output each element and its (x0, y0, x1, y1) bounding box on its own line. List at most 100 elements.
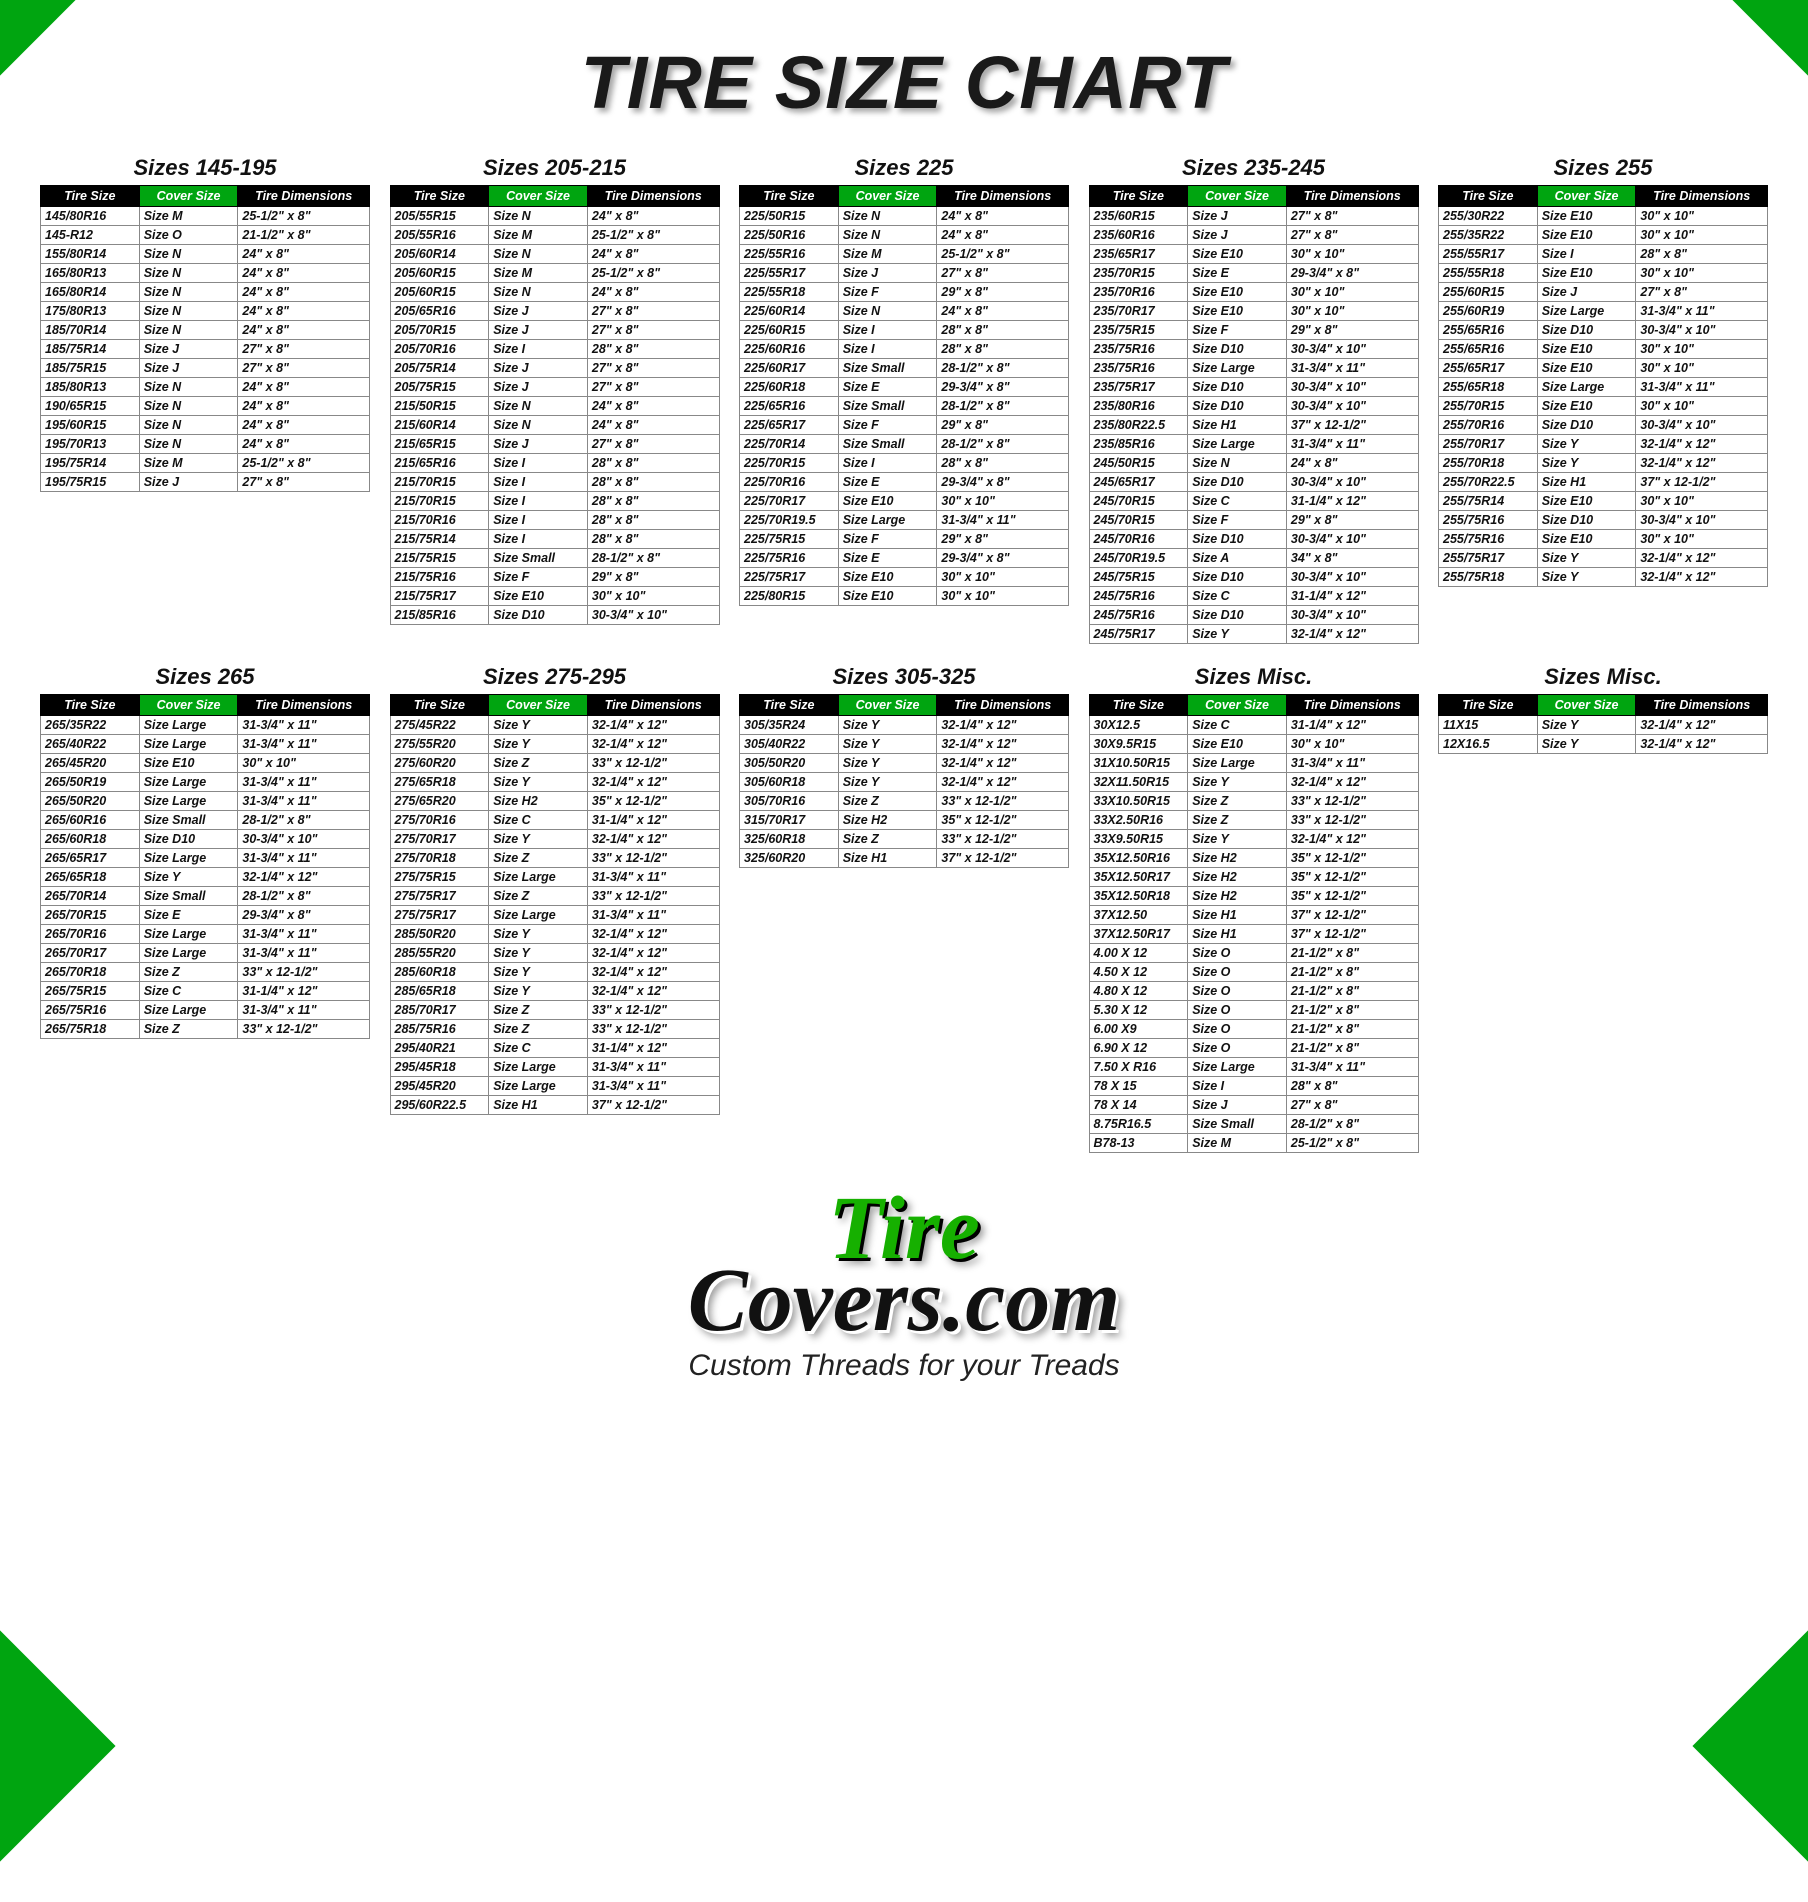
table-cell: 265/40R22 (41, 735, 140, 754)
table-row: 225/55R18Size F29" x 8" (740, 283, 1069, 302)
table-row: 265/75R18Size Z33" x 12-1/2" (41, 1020, 370, 1039)
table-cell: Size Small (1188, 1115, 1287, 1134)
table-cell: Size O (139, 226, 238, 245)
table-cell: 255/60R15 (1439, 283, 1538, 302)
table-cell: 32-1/4" x 12" (937, 773, 1069, 792)
table-cell: 30-3/4" x 10" (1636, 321, 1768, 340)
table-cell: 30-3/4" x 10" (1286, 378, 1418, 397)
block-heading: Sizes 275-295 (390, 664, 720, 690)
table-row: 245/65R17Size D1030-3/4" x 10" (1089, 473, 1418, 492)
table-cell: 30X9.5R15 (1089, 735, 1188, 754)
table-cell: 145-R12 (41, 226, 140, 245)
table-cell: 35" x 12-1/2" (587, 792, 719, 811)
table-row: 255/35R22Size E1030" x 10" (1439, 226, 1768, 245)
table-row: 255/65R16Size E1030" x 10" (1439, 340, 1768, 359)
table-row: 11X15Size Y32-1/4" x 12" (1439, 716, 1768, 735)
table-cell: Size E10 (1188, 283, 1287, 302)
table-cell: 30" x 10" (1636, 492, 1768, 511)
table-cell: 30" x 10" (1286, 302, 1418, 321)
table-cell: 37" x 12-1/2" (587, 1096, 719, 1115)
table-row: 225/60R14Size N24" x 8" (740, 302, 1069, 321)
table-row: 245/50R15Size N24" x 8" (1089, 454, 1418, 473)
table-cell: 27" x 8" (1636, 283, 1768, 302)
table-cell: 31-3/4" x 11" (1286, 1058, 1418, 1077)
table-cell: 35" x 12-1/2" (1286, 887, 1418, 906)
table-cell: 6.00 X9 (1089, 1020, 1188, 1039)
table-cell: 31-1/4" x 12" (1286, 716, 1418, 735)
table-row: 255/75R17Size Y32-1/4" x 12" (1439, 549, 1768, 568)
table-cell: 27" x 8" (238, 359, 370, 378)
table-cell: 255/70R16 (1439, 416, 1538, 435)
table-cell: Size D10 (1537, 321, 1636, 340)
table-row: 185/70R14Size N24" x 8" (41, 321, 370, 340)
table-row: 235/60R16Size J27" x 8" (1089, 226, 1418, 245)
table-cell: 255/65R18 (1439, 378, 1538, 397)
table-row: 255/75R16Size D1030-3/4" x 10" (1439, 511, 1768, 530)
table-cell: Size Large (489, 868, 588, 887)
size-table: Tire SizeCover SizeTire Dimensions255/30… (1438, 185, 1768, 587)
table-cell: Size N (139, 416, 238, 435)
table-cell: 32-1/4" x 12" (1636, 454, 1768, 473)
table-cell: 27" x 8" (587, 302, 719, 321)
table-cell: 37X12.50R17 (1089, 925, 1188, 944)
table-cell: 265/70R15 (41, 906, 140, 925)
table-cell: Size E (139, 906, 238, 925)
table-row: 205/55R15Size N24" x 8" (390, 207, 719, 226)
block-heading: Sizes 255 (1438, 155, 1768, 181)
table-cell: B78-13 (1089, 1134, 1188, 1153)
table-cell: 215/70R15 (390, 473, 489, 492)
table-cell: 255/55R18 (1439, 264, 1538, 283)
table-cell: Size N (838, 207, 937, 226)
table-cell: 30-3/4" x 10" (1636, 511, 1768, 530)
table-row: 265/50R20Size Large31-3/4" x 11" (41, 792, 370, 811)
table-cell: Size Large (1188, 754, 1287, 773)
table-cell: 195/70R13 (41, 435, 140, 454)
table-cell: 28" x 8" (587, 340, 719, 359)
table-cell: Size Z (489, 887, 588, 906)
table-row: 265/50R19Size Large31-3/4" x 11" (41, 773, 370, 792)
table-row: 205/75R15Size J27" x 8" (390, 378, 719, 397)
table-row: 225/65R17Size F29" x 8" (740, 416, 1069, 435)
corner-accent (0, 1590, 116, 1901)
table-cell: Size J (489, 435, 588, 454)
table-cell: 155/80R14 (41, 245, 140, 264)
table-cell: 235/70R15 (1089, 264, 1188, 283)
table-cell: Size Large (139, 773, 238, 792)
table-cell: 29" x 8" (937, 530, 1069, 549)
table-cell: 30" x 10" (937, 568, 1069, 587)
table-cell: 225/80R15 (740, 587, 839, 606)
table-cell: 32-1/4" x 12" (937, 735, 1069, 754)
table-cell: Size Y (838, 773, 937, 792)
table-cell: Size E (838, 473, 937, 492)
table-cell: Size D10 (1188, 473, 1287, 492)
table-cell: 32-1/4" x 12" (587, 773, 719, 792)
table-cell: Size E10 (1537, 359, 1636, 378)
table-cell: 205/55R16 (390, 226, 489, 245)
table-cell: Size E10 (838, 568, 937, 587)
table-row: 235/80R22.5Size H137" x 12-1/2" (1089, 416, 1418, 435)
table-cell: 6.90 X 12 (1089, 1039, 1188, 1058)
table-cell: Size Y (489, 925, 588, 944)
table-cell: Size Y (489, 982, 588, 1001)
table-cell: 31-3/4" x 11" (238, 735, 370, 754)
table-row: 215/70R15Size I28" x 8" (390, 492, 719, 511)
table-row: 255/75R16Size E1030" x 10" (1439, 530, 1768, 549)
column-header: Tire Dimensions (1286, 695, 1418, 716)
table-cell: Size Small (838, 435, 937, 454)
table-cell: 31-3/4" x 11" (587, 906, 719, 925)
table-cell: 275/55R20 (390, 735, 489, 754)
table-cell: Size N (489, 416, 588, 435)
table-cell: Size C (489, 1039, 588, 1058)
table-row: 255/60R19Size Large31-3/4" x 11" (1439, 302, 1768, 321)
table-cell: Size Large (489, 1058, 588, 1077)
table-row: 78 X 14Size J27" x 8" (1089, 1096, 1418, 1115)
table-row: 225/65R16Size Small28-1/2" x 8" (740, 397, 1069, 416)
table-cell: 215/65R16 (390, 454, 489, 473)
table-cell: 225/50R16 (740, 226, 839, 245)
table-cell: 30-3/4" x 10" (1286, 568, 1418, 587)
table-cell: 24" x 8" (238, 378, 370, 397)
table-cell: 245/75R16 (1089, 606, 1188, 625)
table-cell: 295/45R20 (390, 1077, 489, 1096)
table-row: 245/70R15Size F29" x 8" (1089, 511, 1418, 530)
table-cell: Size O (1188, 982, 1287, 1001)
